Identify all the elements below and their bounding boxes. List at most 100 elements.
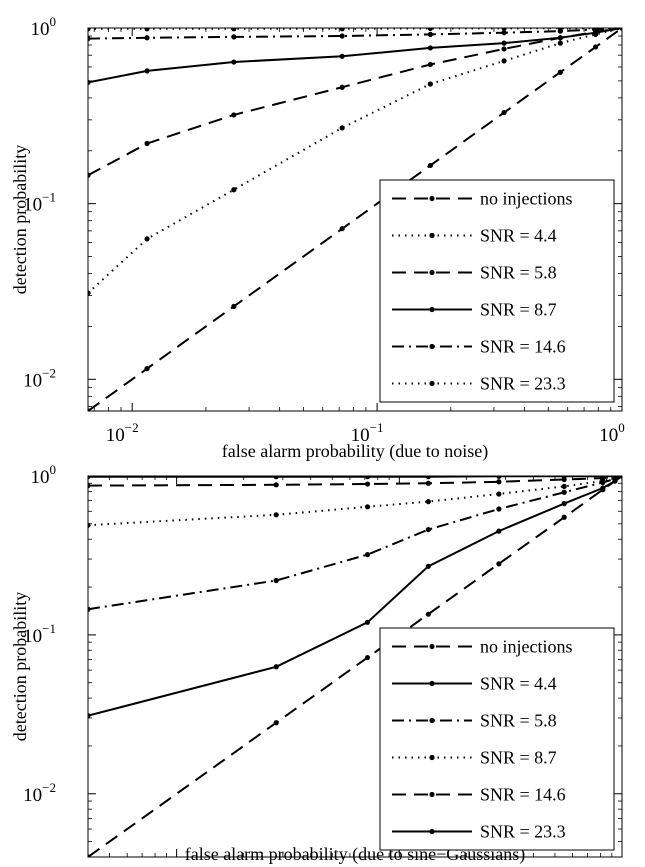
legend-marker [429, 828, 435, 835]
data-point [273, 512, 279, 518]
legend-marker [429, 754, 435, 761]
legend-label: SNR = 5.8 [480, 263, 557, 283]
legend-box [379, 627, 615, 851]
x-axis-label: false alarm probability (due to noise) [222, 441, 488, 462]
y-tick-label: 10−1 [23, 190, 56, 216]
data-point [496, 561, 502, 567]
data-point [364, 552, 371, 558]
legend-box [379, 179, 615, 403]
data-point [501, 28, 507, 31]
data-point [88, 28, 91, 32]
series-line-3 [88, 28, 622, 177]
data-point [88, 172, 91, 178]
data-point [612, 476, 618, 479]
series-line-3 [88, 476, 622, 611]
data-point [425, 480, 431, 486]
data-point [273, 720, 279, 726]
data-point [231, 112, 237, 118]
data-point [88, 854, 91, 857]
data-point [496, 491, 502, 497]
data-point [88, 476, 91, 480]
legend-label: SNR = 4.4 [480, 674, 557, 694]
data-point [231, 28, 237, 32]
data-point [557, 35, 563, 41]
data-point [88, 713, 91, 719]
data-point [231, 34, 237, 40]
data-point [501, 46, 507, 52]
y-tick-label: 100 [31, 462, 57, 488]
data-point [339, 125, 345, 131]
data-point [339, 33, 345, 39]
legend-marker [429, 680, 435, 687]
data-point [144, 236, 150, 242]
data-point [144, 28, 150, 32]
series-group [88, 28, 622, 411]
legend-marker [429, 306, 435, 313]
data-point [364, 476, 371, 480]
data-point [273, 664, 279, 670]
legend-label: SNR = 14.6 [480, 785, 566, 805]
data-point [501, 30, 507, 36]
data-point [496, 476, 502, 479]
data-point [425, 611, 431, 617]
data-point [427, 28, 433, 31]
data-point [496, 528, 502, 534]
data-point [88, 36, 91, 42]
legend-marker [429, 269, 435, 276]
x-tick-label: 100 [599, 420, 625, 446]
data-point [427, 31, 433, 37]
legend-label: SNR = 8.7 [480, 300, 557, 320]
data-point [592, 28, 599, 31]
data-point [144, 68, 150, 74]
data-point [88, 408, 91, 411]
data-point [144, 140, 150, 147]
data-point [561, 483, 567, 490]
legend: no injections SNR = 4.4 SNR = 5.8 SNR = 8.7… [379, 627, 615, 851]
legend-label: SNR = 4.4 [480, 226, 557, 246]
data-point [339, 53, 345, 59]
x-tick-label: 10−2 [106, 420, 139, 446]
data-point [425, 526, 431, 533]
data-point [339, 28, 345, 32]
series-line-6 [88, 476, 622, 478]
series-group [88, 476, 622, 857]
data-point [427, 162, 433, 169]
legend-label: SNR = 8.7 [480, 748, 557, 768]
legend-label: SNR = 23.3 [480, 822, 566, 842]
legend-marker [429, 643, 435, 650]
data-point [88, 79, 91, 86]
data-point [496, 479, 502, 485]
y-tick-label: 10−2 [23, 780, 56, 806]
legend-marker [429, 717, 435, 724]
data-point [88, 606, 91, 612]
data-point [231, 303, 237, 310]
legend-marker [429, 380, 435, 387]
data-point [364, 481, 371, 487]
data-point [557, 40, 563, 46]
legend-marker [429, 791, 435, 798]
legend: no injections SNR = 4.4 SNR = 5.8 SNR = 8.7… [379, 179, 615, 403]
data-point [231, 59, 237, 65]
x-tick-label: 10−1 [351, 420, 384, 446]
data-point [501, 58, 507, 64]
legend-label: SNR = 23.3 [480, 374, 566, 394]
data-point [561, 514, 567, 520]
data-point [88, 483, 91, 489]
data-point [273, 476, 279, 480]
y-tick-label: 10−1 [23, 621, 56, 647]
data-point [364, 654, 371, 661]
data-point [425, 476, 431, 480]
data-point [600, 485, 606, 491]
data-point [364, 619, 371, 625]
data-point [144, 35, 150, 41]
data-point [561, 489, 567, 495]
data-point [339, 226, 345, 232]
y-axis-label: detection probability [10, 145, 30, 294]
data-point [557, 28, 563, 31]
data-point [619, 28, 622, 31]
data-point [144, 366, 150, 372]
data-point [561, 501, 567, 507]
data-point [427, 45, 433, 51]
